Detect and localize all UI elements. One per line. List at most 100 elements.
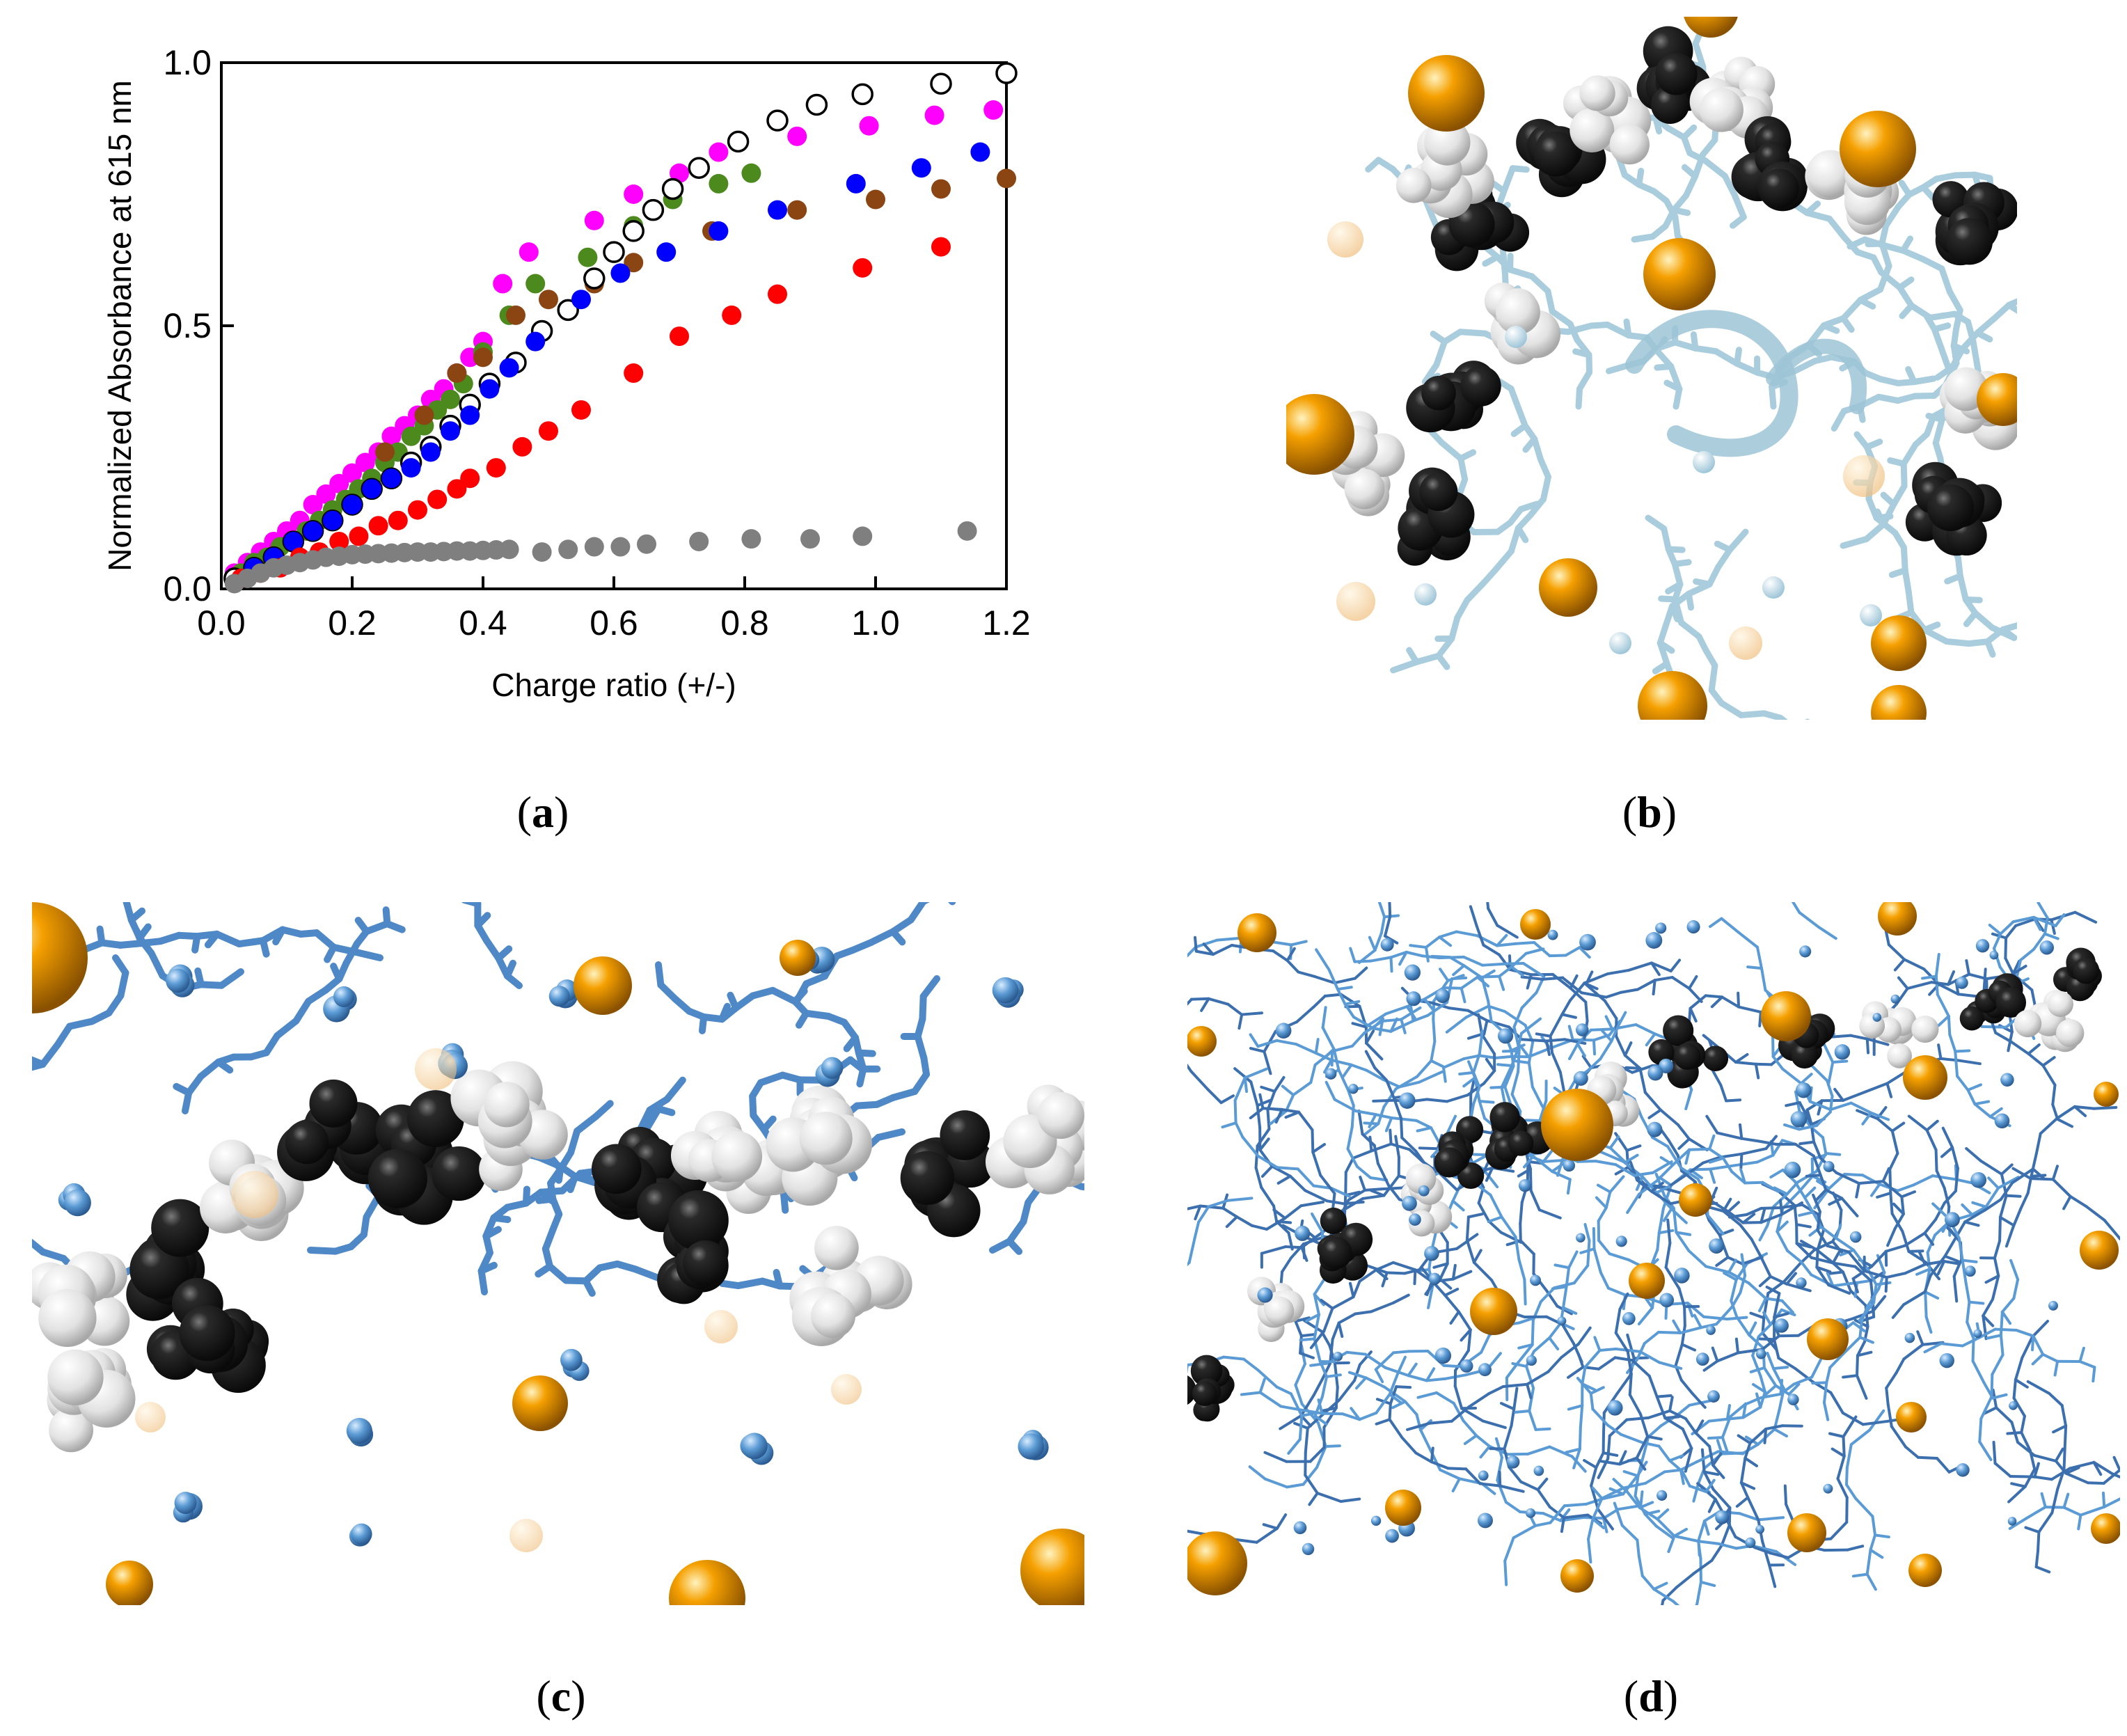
bond [1904,1445,1920,1459]
bond [2112,1455,2120,1471]
bond [1226,1002,1244,1016]
bond [1900,441,1919,467]
bond [1916,1330,1924,1346]
bond [1539,1286,1556,1303]
data-point [766,109,789,132]
bond [1817,1099,1824,1116]
bond [1777,714,1788,720]
bond [1342,1063,1353,1078]
bond [1364,1050,1377,1070]
bond [1643,1091,1662,1112]
bond [1350,1063,1368,1072]
bond [2064,1466,2080,1475]
bond [1675,1231,1692,1236]
bond [1695,1450,1720,1464]
bond [1881,1167,1890,1183]
bond [1363,1352,1387,1369]
bond [1785,1282,1812,1293]
ligand-atom [1348,1084,1359,1094]
dark-monomer-cluster [1905,461,2002,556]
bond [1861,1419,1889,1426]
atom-sphere [2047,991,2073,1018]
bond [1327,968,1339,991]
bond [1906,981,1933,991]
bond [1413,1268,1417,1286]
bond [1768,1563,1777,1588]
ligand-chain [1383,902,1519,945]
bond [1831,1447,1846,1458]
bond [1798,1174,1814,1193]
bond [1954,1167,1959,1192]
bond [1730,214,1747,229]
bond [1892,1202,1905,1216]
bond [1915,1268,1931,1276]
bond [1257,1368,1279,1389]
data-point [388,510,408,530]
bond [1711,1346,1719,1363]
bond [1542,1158,1569,1163]
bond [1337,1068,1350,1092]
bond [1336,988,1347,1006]
bond [1760,1207,1766,1224]
bond [1499,1402,1516,1411]
bond [1941,1126,1954,1149]
bond [1551,1051,1562,1074]
bond [1668,1454,1684,1462]
bond [2032,915,2042,931]
bond [1988,923,2002,936]
bond [1194,949,1215,956]
ligand-headgroup [815,1057,844,1087]
atom-sphere [1911,1015,1939,1043]
bond [1890,1425,1908,1449]
ligand-chain [1430,954,1526,1110]
bond [1536,1488,1551,1509]
bond [1776,1230,1789,1252]
bond [1618,1456,1638,1466]
bond [1991,301,2012,322]
bond [1608,1418,1629,1437]
bond [663,1076,686,1103]
bond [342,940,361,967]
ligand-atom [1849,1231,1862,1243]
bond [1956,1074,1970,1091]
bond [1256,1127,1271,1148]
bond [1684,1088,1693,1110]
bond [1926,1251,1931,1271]
y-tick-label: 0.0 [163,569,212,608]
bond [1954,1178,1974,1185]
bond [1485,1166,1494,1182]
bond [1730,1278,1738,1302]
bond [1829,1391,1844,1414]
bond [1262,1523,1279,1530]
ligand-atom [1774,1318,1789,1333]
bond [1668,1409,1687,1421]
ligand-chain [1851,1126,1959,1294]
ligand-atom [1333,1351,1343,1362]
bond [1855,1182,1860,1199]
bond [1991,1353,2005,1376]
bond [1634,1023,1656,1036]
bond [1200,997,1210,1012]
bond [1961,1203,1974,1217]
atom-sphere [49,1407,94,1453]
bond [1618,1450,1627,1466]
bond [1472,1086,1481,1106]
ion-sphere-faint [704,1310,738,1343]
bond [1973,1100,1991,1106]
ligand-atom [1497,1028,1514,1044]
data-point [447,479,467,499]
bond [1902,1343,1924,1361]
bond [1487,1384,1505,1396]
x-tick-label: 0.2 [328,603,377,642]
bond [1498,1470,1502,1488]
dark-monomer-cluster [900,1110,995,1238]
ion-sphere [1787,1513,1826,1552]
bond [1731,191,1747,221]
ion-sphere [2080,1231,2119,1270]
bond [1763,1427,1768,1444]
ligand-chain [1347,1371,1496,1495]
bond [1676,1123,1691,1141]
bond [1551,972,1572,990]
bond [1288,1174,1307,1192]
data-point [322,510,342,530]
